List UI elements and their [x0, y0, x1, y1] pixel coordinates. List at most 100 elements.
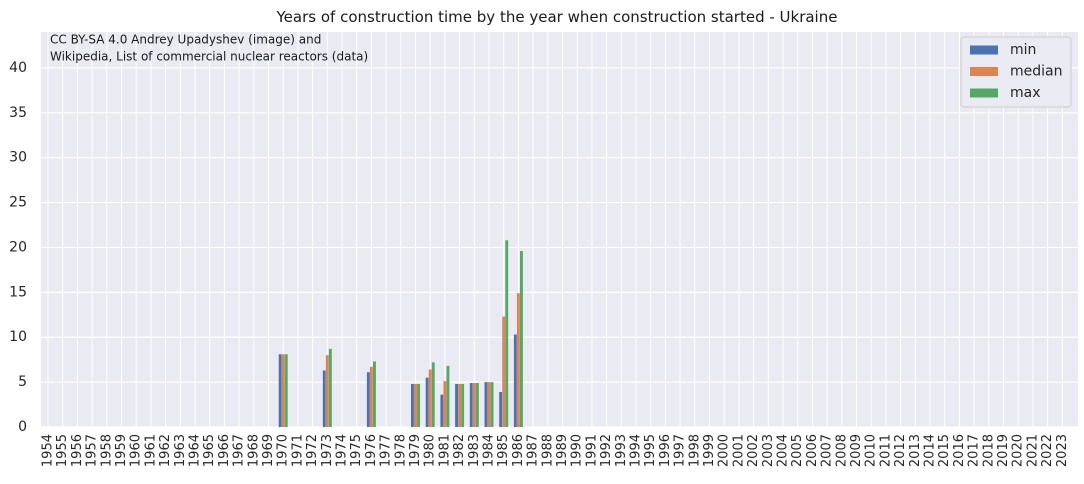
bar-max-1970: [284, 354, 288, 427]
y-tick-label: 15: [9, 284, 27, 300]
y-tick-label: 10: [9, 329, 27, 345]
x-tick-label: 1971: [290, 434, 305, 467]
x-tick-label: 2002: [746, 434, 761, 467]
x-tick-label: 1998: [687, 434, 702, 467]
x-tick-label: 1995: [643, 434, 658, 467]
grid: [41, 32, 1078, 428]
x-tick-label: 2015: [937, 434, 952, 467]
y-tick-label: 20: [9, 239, 27, 255]
bar-median-1970: [281, 354, 285, 427]
y-tick-label: 35: [9, 105, 27, 121]
x-tick-label: 2009: [849, 434, 864, 467]
bar-max-1979: [417, 383, 420, 427]
x-tick-label: 1983: [467, 434, 482, 467]
x-tick-label: 1974: [335, 434, 350, 467]
bar-max-1985: [505, 240, 509, 427]
x-tick-label: 1978: [393, 434, 408, 467]
x-tick-label: 2011: [878, 434, 893, 467]
legend-label-max: max: [1010, 85, 1041, 101]
bar-min-1979: [411, 383, 414, 427]
bar-median-1979: [414, 383, 417, 427]
bar-max-1983: [475, 383, 479, 427]
x-tick-label: 1970: [276, 434, 291, 467]
x-tick-label: 2010: [864, 434, 879, 467]
bar-max-1976: [372, 361, 376, 427]
x-tick-label: 1957: [85, 434, 100, 467]
x-tick-label: 2017: [967, 434, 982, 467]
x-tick-label: 1967: [232, 434, 247, 467]
bar-max-1984: [490, 382, 494, 427]
credit-line-2: Wikipedia, List of commercial nuclear re…: [50, 50, 368, 64]
bar-max-1981: [446, 365, 450, 427]
x-tick-label: 2003: [761, 434, 776, 467]
x-tick-label: 2012: [893, 434, 908, 467]
x-tick-label: 1986: [511, 434, 526, 467]
x-tick-label: 2022: [1040, 434, 1055, 467]
bar-max-1973: [328, 348, 332, 427]
y-tick-label: 0: [18, 419, 27, 435]
bars: [278, 240, 523, 427]
x-tick-label: 1976: [364, 434, 379, 467]
bar-median-1976: [369, 366, 373, 427]
legend-label-median: median: [1010, 64, 1062, 80]
x-tick-label: 2008: [834, 434, 849, 467]
legend-swatch-min: [970, 45, 998, 55]
y-tick-label: 40: [9, 60, 27, 76]
x-tick-label: 1979: [408, 434, 423, 467]
x-tick-label: 1989: [555, 434, 570, 467]
x-tick-label: 1964: [188, 434, 203, 467]
bar-max-1986: [519, 251, 523, 427]
bar-min-1981: [440, 394, 444, 427]
x-tick-label: 2000: [717, 434, 732, 467]
bar-min-1970: [278, 354, 282, 427]
bar-max-1982: [461, 383, 465, 427]
x-tick-label: 2001: [731, 434, 746, 467]
bar-median-1983: [472, 383, 476, 427]
x-tick-label: 2023: [1055, 434, 1070, 467]
x-tick-label: 1990: [570, 434, 585, 467]
x-tick-label: 1969: [261, 434, 276, 467]
x-tick-label: 2021: [1025, 434, 1040, 467]
x-tick-label: 1962: [158, 434, 173, 467]
x-tick-label: 1981: [437, 434, 452, 467]
x-tick-label: 1977: [379, 434, 394, 467]
bar-median-1982: [458, 383, 462, 427]
bar-min-1984: [484, 382, 488, 427]
x-tick-label: 1997: [673, 434, 688, 467]
chart-title: Years of construction time by the year w…: [276, 8, 838, 26]
plot-area: [41, 32, 1078, 427]
x-tick-label: 1972: [305, 434, 320, 467]
x-tick-label: 2020: [1011, 434, 1026, 467]
x-tick-label: 1965: [202, 434, 217, 467]
bar-median-1973: [325, 355, 329, 427]
x-tick-label: 1973: [320, 434, 335, 467]
x-tick-label: 1975: [349, 434, 364, 467]
x-tick-label: 1961: [143, 434, 158, 467]
x-tick-label: 1987: [526, 434, 541, 467]
x-tick-label: 1996: [658, 434, 673, 467]
bar-median-1984: [487, 382, 491, 427]
x-tick-label: 2019: [996, 434, 1011, 467]
x-tick-label: 2013: [908, 434, 923, 467]
legend-label-min: min: [1010, 42, 1036, 58]
bar-max-1980: [431, 362, 435, 427]
x-axis: 1954 1955 1956 1957 1958 1959 1960 1961 1962 1963…: [41, 434, 1070, 467]
x-tick-label: 2005: [790, 434, 805, 467]
bar-min-1986: [513, 334, 517, 427]
x-tick-label: 2007: [820, 434, 835, 467]
x-tick-label: 1999: [702, 434, 717, 467]
bar-min-1973: [322, 370, 326, 427]
legend: min median max: [960, 36, 1072, 108]
x-tick-label: 1960: [129, 434, 144, 467]
x-tick-label: 2004: [776, 434, 791, 467]
x-tick-label: 1991: [584, 434, 599, 467]
x-tick-label: 1980: [423, 434, 438, 467]
bar-median-1985: [502, 316, 506, 427]
x-tick-label: 1984: [482, 434, 497, 467]
x-tick-label: 1994: [629, 434, 644, 467]
bar-min-1980: [425, 377, 429, 427]
x-tick-label: 1966: [217, 434, 232, 467]
x-tick-label: 1958: [99, 434, 114, 467]
credit-line-1: CC BY-SA 4.0 Andrey Upadyshev (image) an…: [50, 33, 321, 47]
